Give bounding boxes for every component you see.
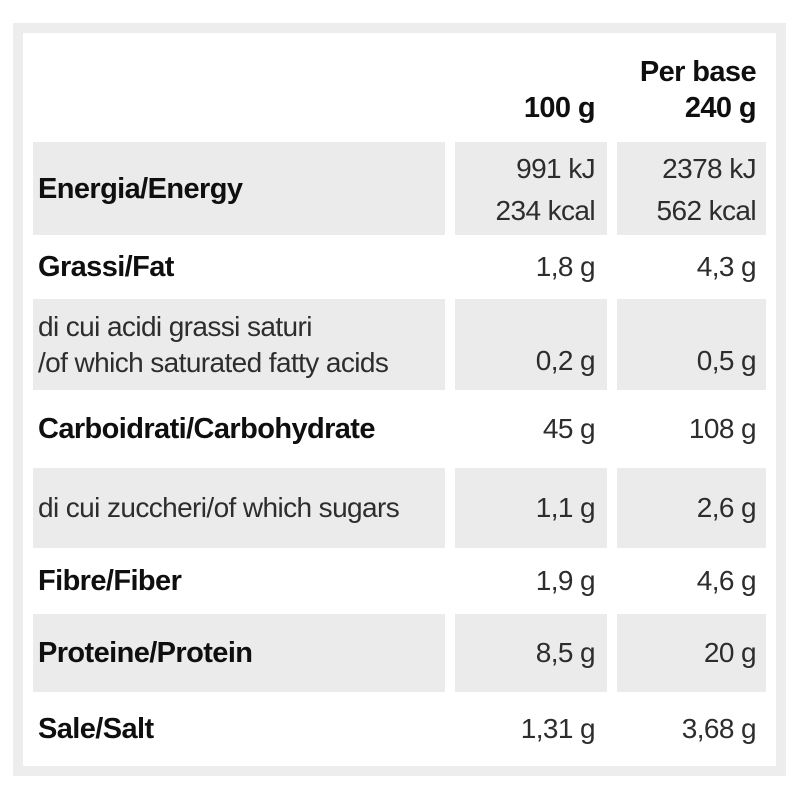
table-row-protein: Proteine/Protein 8,5 g 20 g [33,614,766,692]
table-row-fat: Grassi/Fat 1,8 g 4,3 g [33,235,766,299]
value-per-100g: 45 g [542,413,596,444]
row-label: Energia/Energy [38,172,243,205]
value-per-base: 20 g [703,637,757,668]
table-row-saturated-fat: di cui acidi grassi saturi /of which sat… [33,299,766,390]
row-label-cell: di cui acidi grassi saturi /of which sat… [33,299,445,390]
header-per-base-line1: Per base [639,56,757,88]
row-label: di cui zuccheri/of which sugars [38,492,400,523]
value-per-100g: 1,9 g [535,565,596,596]
value-per-base-cell: 20 g [617,614,766,692]
table-row-energy: Energia/Energy 991 kJ 234 kcal 2378 kJ 5… [33,142,766,235]
value-per-base-cell: 108 g [617,390,766,468]
row-label: Proteine/Protein [38,637,253,669]
value-per-base-kj: 2378 kJ [662,153,756,184]
value-per-100g-cell: 1,8 g [455,235,607,299]
row-label: Fibre/Fiber [38,565,182,597]
row-label-cell: Sale/Salt [33,692,445,766]
value-per-base: 0,5 g [696,345,757,376]
value-per-100g-cell: 0,2 g [455,299,607,390]
value-per-100g: 8,5 g [535,637,596,668]
row-label-cell: Energia/Energy [33,142,445,235]
table-header-row: 100 g Per base 240 g [33,43,766,142]
value-per-base-cell: 2378 kJ 562 kcal [617,142,766,235]
row-label-cell: Grassi/Fat [33,235,445,299]
value-per-100g: 1,8 g [535,251,596,282]
table-row-fiber: Fibre/Fiber 1,9 g 4,6 g [33,548,766,614]
row-label-cell: Fibre/Fiber [33,548,445,614]
value-per-base-cell: 0,5 g [617,299,766,390]
value-per-base-cell: 3,68 g [617,692,766,766]
header-spacer [33,43,445,142]
value-per-base-cell: 4,6 g [617,548,766,614]
value-per-base-cell: 4,3 g [617,235,766,299]
value-per-base-cell: 2,6 g [617,468,766,548]
nutrition-label-inner: 100 g Per base 240 g Energia/Energy 991 … [23,33,776,766]
value-per-100g-cell: 1,31 g [455,692,607,766]
header-per-100g: 100 g [455,43,607,142]
value-per-100g-kcal: 234 kcal [495,195,596,226]
table-row-carbohydrate: Carboidrati/Carbohydrate 45 g 108 g [33,390,766,468]
row-label-cell: di cui zuccheri/of which sugars [33,468,445,548]
value-per-100g: 0,2 g [535,345,596,376]
nutrition-label-frame: 100 g Per base 240 g Energia/Energy 991 … [13,23,786,776]
value-per-100g-kj: 991 kJ [516,153,596,184]
value-per-100g: 1,1 g [535,492,596,523]
value-per-base-kcal: 562 kcal [656,195,757,226]
table-row-sugars: di cui zuccheri/of which sugars 1,1 g 2,… [33,468,766,548]
nutrition-table: 100 g Per base 240 g Energia/Energy 991 … [33,43,766,766]
row-label-line2: /of which saturated fatty acids [38,346,389,378]
value-per-base: 108 g [688,413,757,444]
value-per-100g-cell: 8,5 g [455,614,607,692]
value-per-base: 4,3 g [696,251,757,282]
row-label: Sale/Salt [38,713,154,745]
value-per-100g: 1,31 g [520,713,596,744]
row-label-line1: di cui acidi grassi saturi [38,310,312,342]
row-label: Grassi/Fat [38,251,174,283]
row-label-cell: Carboidrati/Carbohydrate [33,390,445,468]
value-per-100g-cell: 1,9 g [455,548,607,614]
value-per-100g-cell: 991 kJ 234 kcal [455,142,607,235]
value-per-100g-cell: 45 g [455,390,607,468]
value-per-base: 2,6 g [696,492,757,523]
table-row-salt: Sale/Salt 1,31 g 3,68 g [33,692,766,766]
value-per-base: 4,6 g [696,565,757,596]
value-per-base: 3,68 g [681,713,757,744]
header-per-base-line2: 240 g [684,92,757,124]
row-label: Carboidrati/Carbohydrate [38,413,375,445]
header-per-100g-label: 100 g [523,92,596,124]
value-per-100g-cell: 1,1 g [455,468,607,548]
header-per-base: Per base 240 g [617,43,766,142]
row-label-cell: Proteine/Protein [33,614,445,692]
